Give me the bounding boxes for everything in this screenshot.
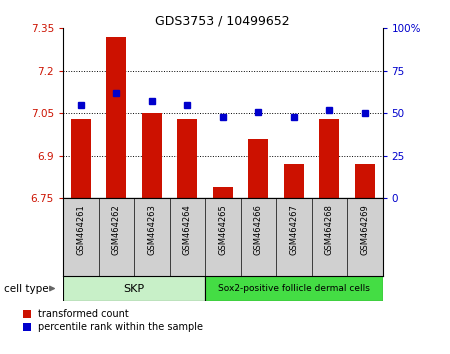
Bar — [71, 119, 90, 198]
Bar — [205, 276, 382, 301]
Text: GSM464268: GSM464268 — [325, 205, 334, 255]
Text: GSM464263: GSM464263 — [147, 205, 156, 255]
Text: GSM464269: GSM464269 — [360, 205, 369, 255]
Text: SKP: SKP — [123, 284, 144, 293]
Text: GSM464267: GSM464267 — [289, 205, 298, 255]
Bar — [107, 37, 126, 198]
Bar — [248, 139, 268, 198]
Bar — [142, 113, 162, 198]
Bar — [355, 164, 374, 198]
Text: GSM464265: GSM464265 — [218, 205, 227, 255]
Bar — [213, 187, 233, 198]
Text: GSM464261: GSM464261 — [76, 205, 85, 255]
Bar — [284, 164, 303, 198]
Bar — [177, 119, 197, 198]
Legend: transformed count, percentile rank within the sample: transformed count, percentile rank withi… — [23, 309, 203, 332]
Bar — [63, 276, 205, 301]
Text: GSM464264: GSM464264 — [183, 205, 192, 255]
Text: Sox2-positive follicle dermal cells: Sox2-positive follicle dermal cells — [218, 284, 370, 293]
Text: cell type: cell type — [4, 284, 49, 293]
Bar — [320, 119, 339, 198]
Text: GSM464262: GSM464262 — [112, 205, 121, 255]
Text: GSM464266: GSM464266 — [254, 205, 263, 255]
Title: GDS3753 / 10499652: GDS3753 / 10499652 — [155, 14, 290, 27]
